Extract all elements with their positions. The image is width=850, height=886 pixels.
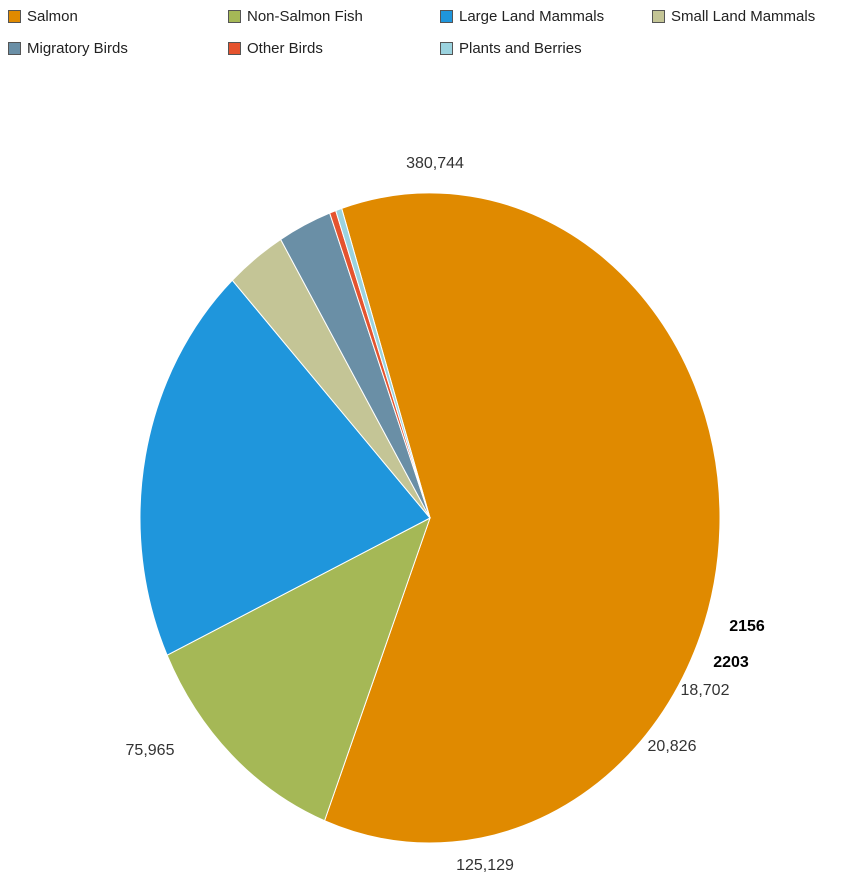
legend-swatch-non-salmon-fish (228, 9, 241, 23)
legend-label-salmon: Salmon (27, 7, 78, 25)
data-label-non-salmon-fish: 75,965 (126, 742, 175, 759)
legend-label-small-land-mammals: Small Land Mammals (671, 7, 816, 25)
chart-legend: Salmon Non-Salmon Fish Large Land Mammal… (0, 0, 850, 80)
legend-swatch-salmon (8, 9, 21, 23)
legend-swatch-large-land-mammals (440, 9, 453, 23)
legend-item-large-land-mammals: Large Land Mammals (440, 6, 604, 26)
pie-slice-non-salmon-fish (166, 516, 431, 822)
data-label-plants-and-berries: 2156 (729, 618, 765, 635)
legend-item-non-salmon-fish: Non-Salmon Fish (228, 6, 363, 26)
legend-item-small-land-mammals: Small Land Mammals (652, 6, 815, 26)
pie-slice-plants-and-berries (335, 207, 431, 519)
legend-swatch-small-land-mammals (652, 9, 665, 23)
legend-swatch-plants-and-berries (440, 41, 453, 55)
data-label-small-land-mammals: 20,826 (648, 738, 697, 755)
data-label-salmon: 380,744 (406, 155, 464, 172)
legend-item-plants-and-berries: Plants and Berries (440, 38, 582, 58)
legend-label-large-land-mammals: Large Land Mammals (459, 7, 605, 25)
legend-swatch-migratory-birds (8, 41, 21, 55)
legend-label-plants-and-berries: Plants and Berries (459, 39, 582, 57)
legend-item-other-birds: Other Birds (228, 38, 323, 58)
legend-label-migratory-birds: Migratory Birds (27, 39, 128, 57)
pie-slice-salmon (323, 192, 721, 844)
legend-item-migratory-birds: Migratory Birds (8, 38, 128, 58)
data-label-large-land-mammals: 125,129 (456, 857, 514, 874)
legend-label-other-birds: Other Birds (247, 39, 323, 57)
pie-slice-large-land-mammals (139, 279, 431, 656)
legend-swatch-other-birds (228, 41, 241, 55)
legend-item-salmon: Salmon (8, 6, 78, 26)
data-label-other-birds: 2203 (713, 654, 749, 671)
data-label-migratory-birds: 18,702 (681, 682, 730, 699)
legend-label-non-salmon-fish: Non-Salmon Fish (247, 7, 363, 25)
